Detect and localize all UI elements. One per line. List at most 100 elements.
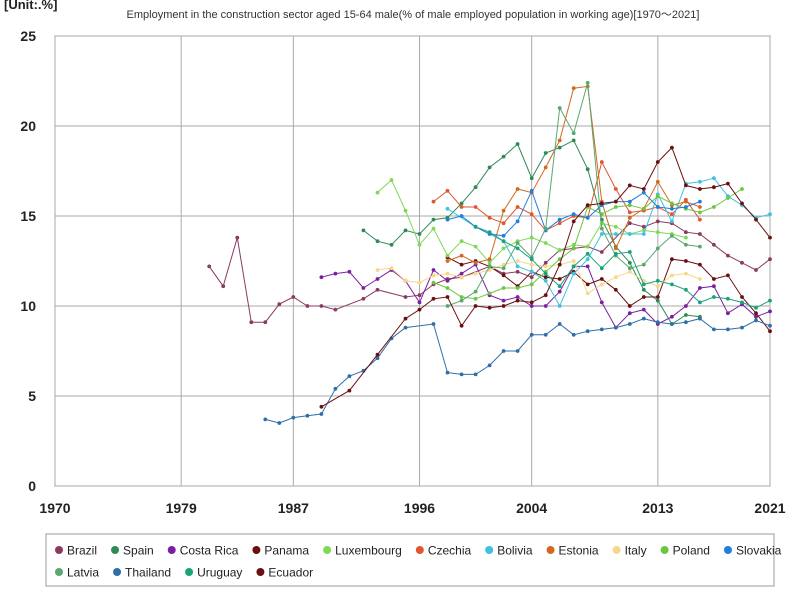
data-point-uruguay <box>571 264 576 269</box>
data-point-thailand <box>473 372 478 377</box>
data-point-panama <box>670 257 674 262</box>
legend-label: Italy <box>625 544 647 558</box>
data-point-brazil <box>361 296 366 301</box>
data-point-uruguay <box>501 239 506 244</box>
legend-swatch <box>55 546 63 554</box>
x-tick-label: 2013 <box>642 500 673 516</box>
legend-label: Slovakia <box>736 544 782 558</box>
data-point-costa-rica <box>319 275 324 280</box>
legend-item-bolivia: Bolivia <box>485 544 533 558</box>
data-point-thailand <box>487 363 492 368</box>
data-point-brazil <box>263 320 268 325</box>
data-point-latvia <box>445 304 450 308</box>
data-point-costa-rica <box>627 311 632 316</box>
data-point-slovakia <box>445 217 450 222</box>
data-point-uruguay <box>670 282 674 287</box>
data-point-latvia <box>698 244 702 249</box>
data-point-spain <box>529 176 534 181</box>
data-point-estonia <box>557 138 562 143</box>
data-point-poland <box>473 296 478 301</box>
data-point-spain <box>389 242 394 247</box>
data-point-panama <box>557 277 562 281</box>
data-point-thailand <box>375 356 380 361</box>
data-point-italy <box>613 275 618 280</box>
data-point-ecuador <box>445 295 450 299</box>
series-thailand <box>263 316 772 425</box>
data-point-czechia <box>473 205 478 209</box>
data-point-thailand <box>501 349 506 353</box>
legend-label: Estonia <box>559 544 599 558</box>
data-point-costa-rica <box>431 268 436 272</box>
data-point-poland <box>712 205 716 209</box>
legend-label: Poland <box>673 544 710 558</box>
data-point-latvia <box>585 80 590 85</box>
data-point-brazil <box>403 295 408 299</box>
data-point-panama <box>684 259 688 263</box>
data-point-poland <box>670 201 674 206</box>
data-point-czechia <box>529 212 534 217</box>
data-point-italy <box>684 271 688 276</box>
data-point-uruguay <box>684 287 688 292</box>
data-point-luxembourg <box>389 178 394 182</box>
y-tick-label: 0 <box>28 478 36 494</box>
data-point-spain <box>684 313 688 317</box>
data-point-uruguay <box>487 230 492 235</box>
data-point-thailand <box>403 325 408 330</box>
data-point-thailand <box>571 332 576 337</box>
data-point-panama <box>459 262 464 267</box>
data-point-costa-rica <box>529 304 534 308</box>
series-spain <box>361 138 702 326</box>
data-point-thailand <box>740 325 744 330</box>
x-tick-label: 2004 <box>516 500 547 516</box>
legend-swatch <box>252 546 261 554</box>
data-point-poland <box>487 291 492 296</box>
data-point-slovakia <box>515 219 520 224</box>
data-point-spain <box>487 165 492 170</box>
legend-item-estonia: Estonia <box>546 544 599 558</box>
data-point-slovakia <box>585 215 590 220</box>
data-point-luxembourg <box>557 248 562 253</box>
data-point-thailand <box>515 349 520 353</box>
data-point-poland <box>571 246 576 251</box>
data-point-italy <box>529 262 534 267</box>
legend-label: Thailand <box>125 566 171 580</box>
data-point-panama <box>599 277 604 281</box>
x-tick-label: 1970 <box>39 500 70 516</box>
data-point-brazil <box>291 295 296 299</box>
data-point-latvia <box>557 106 562 110</box>
data-point-spain <box>417 232 422 236</box>
data-point-costa-rica <box>543 304 548 308</box>
data-point-spain <box>473 185 478 190</box>
data-point-luxembourg <box>473 244 478 249</box>
data-point-brazil <box>754 268 758 272</box>
data-point-ecuador <box>319 404 324 409</box>
data-point-thailand <box>655 320 660 325</box>
data-point-italy <box>571 259 576 263</box>
data-point-ecuador <box>515 298 520 303</box>
data-point-uruguay <box>599 266 604 271</box>
data-point-brazil <box>529 275 534 280</box>
data-point-slovakia <box>641 190 646 195</box>
data-point-thailand <box>557 322 562 326</box>
legend-swatch <box>113 568 122 576</box>
data-point-bolivia <box>515 264 520 269</box>
data-point-luxembourg <box>655 230 660 235</box>
legend-box <box>45 533 775 587</box>
data-point-ecuador <box>641 187 646 191</box>
legend-swatch <box>546 546 555 554</box>
data-point-bolivia <box>712 176 716 181</box>
data-point-latvia <box>487 264 492 269</box>
data-point-latvia <box>473 289 478 294</box>
data-point-bolivia <box>529 269 534 274</box>
data-point-slovakia <box>459 214 464 218</box>
data-point-spain <box>515 142 520 146</box>
legend-label: Uruguay <box>197 566 242 580</box>
data-point-costa-rica <box>670 314 674 319</box>
data-point-slovakia <box>655 205 660 209</box>
legend-swatch <box>111 546 120 554</box>
data-point-ecuador <box>557 262 562 267</box>
data-point-uruguay <box>529 257 534 262</box>
data-point-bolivia <box>627 232 632 236</box>
data-point-spain <box>501 154 506 159</box>
legend-swatch <box>323 546 332 554</box>
